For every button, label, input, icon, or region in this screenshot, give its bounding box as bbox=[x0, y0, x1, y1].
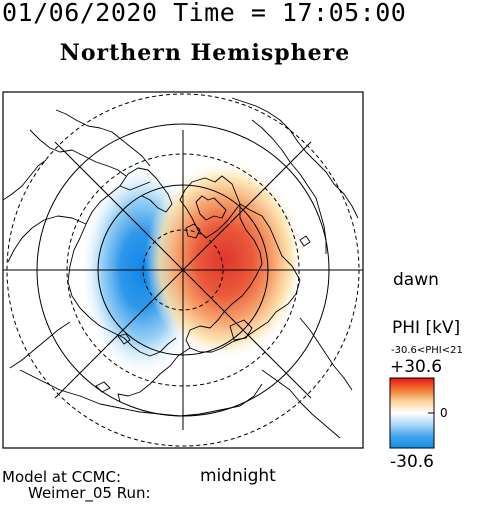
coastline-alaska bbox=[117, 347, 191, 403]
coastline-eurasia bbox=[67, 181, 177, 357]
run-label: Weimer_05 Run: bbox=[28, 484, 151, 502]
coastline-scandinavia bbox=[119, 167, 173, 213]
coastline-atlantic bbox=[231, 97, 359, 219]
coastline-siberia bbox=[7, 215, 87, 263]
coastline-pacific bbox=[261, 369, 341, 439]
colorbar bbox=[389, 377, 435, 449]
coastline-arctic-islands bbox=[185, 195, 227, 239]
positive-potential-cell bbox=[145, 160, 305, 360]
coastline-europe-top bbox=[55, 109, 151, 167]
date-time-header: 01/06/2020 Time = 17:05:00 bbox=[2, 0, 407, 27]
midnight-label: midnight bbox=[200, 466, 276, 486]
colorbar-gradient bbox=[389, 377, 435, 449]
plot-frame bbox=[2, 91, 364, 449]
colorbar-range-text: -30.6<PHI<21 bbox=[391, 345, 463, 356]
coastline-south-east bbox=[299, 317, 353, 391]
coastline-hudson bbox=[229, 319, 253, 341]
model-label: Model at CCMC: bbox=[2, 468, 122, 486]
coastline-atlantic-inner bbox=[251, 119, 327, 254]
coastline-island-c bbox=[299, 235, 311, 247]
coastline-asia-top bbox=[3, 159, 47, 201]
coastline-island-b bbox=[95, 381, 111, 393]
colorbar-max-label: +30.6 bbox=[390, 357, 443, 377]
colorbar-mid-label: 0 bbox=[440, 406, 448, 420]
polar-potential-plot bbox=[2, 91, 364, 449]
coastline-east-asia bbox=[9, 321, 71, 369]
coastline-europe-coast bbox=[29, 129, 127, 177]
colorbar-min-label: -30.6 bbox=[390, 452, 434, 472]
dawn-label: dawn bbox=[393, 270, 439, 290]
colorbar-title: PHI [kV] bbox=[392, 318, 461, 338]
plot-title: Northern Hemisphere bbox=[59, 40, 351, 66]
meridian-diagonal-b bbox=[54, 141, 312, 399]
coastline-island-a bbox=[117, 333, 131, 345]
coastline-greenland bbox=[179, 175, 241, 239]
coastline-north-america bbox=[185, 203, 301, 353]
coastline-south-pacific bbox=[19, 369, 263, 417]
